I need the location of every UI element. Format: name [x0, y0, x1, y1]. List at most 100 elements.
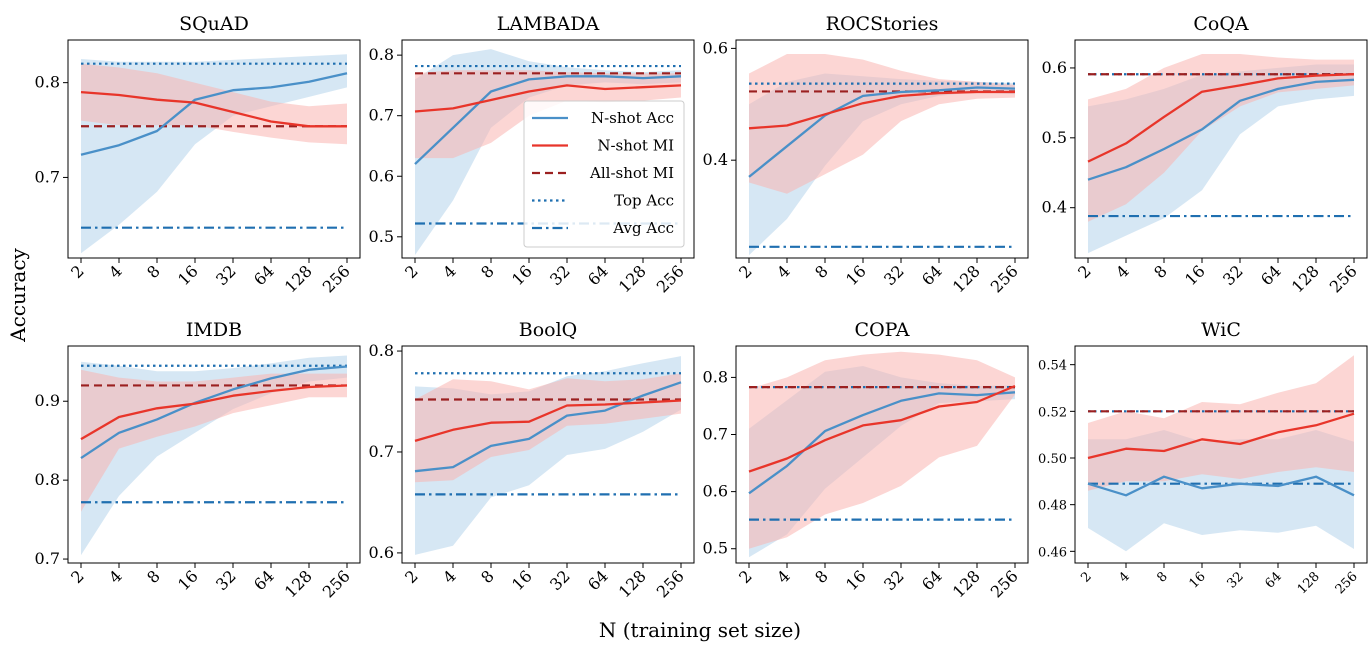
ytick-label: 0.6 — [369, 166, 394, 185]
ytick-label: 0.8 — [369, 341, 394, 360]
xtick-label: 256 — [987, 566, 1022, 601]
ytick-label: 0.6 — [703, 482, 728, 501]
nshot-mi-line — [80, 384, 348, 441]
ytick-label: 0.8 — [35, 73, 60, 92]
legend-label-allmi: All-shot MI — [589, 164, 674, 182]
nshot-acc-line — [748, 86, 1016, 178]
xtick-label: 64 — [584, 566, 612, 594]
xtick-label: 128 — [615, 566, 650, 601]
panel-title: WiC — [1201, 319, 1241, 341]
xtick-label: 32 — [1219, 261, 1247, 289]
plot-area — [80, 54, 348, 254]
figure-ylabel: Accuracy — [6, 247, 30, 342]
ytick-label: 0.7 — [369, 106, 394, 125]
xtick-label: 8 — [811, 261, 832, 282]
nshot-mi-line — [80, 90, 347, 128]
xtick-label: 16 — [1181, 261, 1209, 289]
xtick-label: 16 — [842, 261, 870, 289]
axes-frame — [401, 39, 695, 259]
xtick-label: 64 — [1263, 569, 1285, 591]
panel-coqa: CoQA 0.4 0.5 0.6 2 4 8 16 32 64 128 256 — [1042, 13, 1368, 296]
xtick-label: 128 — [949, 566, 984, 601]
panel-wic: WiC 0.46 0.48 0.50 0.52 0.54 2 4 8 16 32 64 128 256 — [1038, 319, 1368, 597]
axes-frame — [735, 39, 1029, 259]
xtick-label: 4 — [773, 566, 794, 587]
plot-area — [1087, 355, 1355, 552]
xtick-label: 2 — [735, 566, 756, 587]
legend-label-avg: Avg Acc — [612, 219, 674, 237]
xtick-label: 4 — [105, 261, 126, 282]
xtick-label: 64 — [250, 566, 278, 594]
xtick-label: 32 — [1225, 569, 1247, 591]
axes-frame — [67, 39, 361, 259]
figure-xlabel: N (training set size) — [599, 618, 801, 642]
xtick-label: 4 — [1112, 261, 1133, 282]
nshot-acc-line — [80, 72, 348, 156]
xtick-label: 4 — [439, 261, 460, 282]
xtick-label: 32 — [212, 261, 240, 289]
ytick-label: 0.8 — [703, 367, 728, 386]
nshot-mi-line — [1087, 412, 1355, 460]
xtick-label: 256 — [319, 566, 354, 601]
xtick-label: 128 — [281, 566, 316, 601]
xtick-label: 256 — [1333, 569, 1361, 597]
nshot-mi-line — [414, 399, 682, 443]
xtick-label: 16 — [1187, 569, 1209, 591]
xtick-label: 256 — [319, 261, 354, 296]
xtick-label: 16 — [508, 566, 536, 594]
legend-label-nmi: N-shot MI — [597, 137, 674, 155]
axes-frame — [1074, 345, 1368, 564]
xtick-label: 8 — [1150, 261, 1171, 282]
panel-boolq: BoolQ 0.6 0.7 0.8 2 4 8 16 32 64 128 256 — [369, 319, 695, 601]
nshot-mi-band — [1088, 54, 1354, 222]
legend-label-top: Top Acc — [614, 192, 674, 210]
axes-frame — [1074, 39, 1368, 259]
axes-frame — [735, 345, 1029, 564]
xtick-label: 32 — [546, 261, 574, 289]
xtick-label: 256 — [653, 261, 688, 296]
xtick-label: 4 — [773, 261, 794, 282]
xtick-label: 32 — [212, 566, 240, 594]
axes-frame — [401, 345, 695, 564]
xtick-label: 4 — [439, 566, 460, 587]
xtick-label: 32 — [880, 261, 908, 289]
ytick-label: 0.5 — [703, 539, 728, 558]
panel-title: SQuAD — [179, 13, 249, 35]
ytick-label: 0.7 — [703, 425, 728, 444]
ytick-label: 0.6 — [369, 543, 394, 562]
ytick-label: 0.8 — [369, 45, 394, 64]
xtick-label: 16 — [174, 566, 202, 594]
plot-area — [748, 54, 1016, 256]
xtick-label: 2 — [1074, 261, 1095, 282]
xtick-label: 64 — [584, 261, 612, 289]
nshot-mi-line — [748, 90, 1015, 130]
nshot-mi-band — [81, 63, 347, 145]
axes-frame — [67, 345, 361, 564]
plot-area — [80, 355, 348, 556]
ytick-label: 0.7 — [35, 549, 60, 568]
xtick-label: 64 — [250, 261, 278, 289]
xtick-label: 2 — [67, 261, 88, 282]
ytick-label: 0.7 — [369, 442, 394, 461]
panel-title: LAMBADA — [497, 13, 600, 35]
panel-title: COPA — [855, 319, 910, 341]
xtick-label: 2 — [735, 261, 756, 282]
nshot-acc-line — [748, 391, 1016, 495]
panel-title: CoQA — [1193, 13, 1249, 35]
nshot-mi-band — [415, 70, 681, 159]
nshot-mi-line — [748, 384, 1016, 473]
plot-area — [748, 351, 1016, 558]
panel-imdb: IMDB 0.7 0.8 0.9 2 4 8 16 32 64 128 256 — [35, 319, 361, 601]
legend-label-nacc: N-shot Acc — [591, 109, 674, 127]
xtick-label: 2 — [401, 261, 422, 282]
xtick-label: 64 — [918, 261, 946, 289]
xtick-label: 8 — [143, 261, 164, 282]
ytick-label: 0.5 — [369, 227, 394, 246]
xtick-label: 128 — [281, 261, 316, 296]
panel-title: BoolQ — [519, 319, 578, 341]
xtick-label: 128 — [1288, 261, 1323, 296]
xtick-label: 256 — [987, 261, 1022, 296]
ytick-label: 0.46 — [1038, 545, 1067, 560]
legend: N-shot Acc N-shot MI All-shot MI Top Acc Avg… — [523, 100, 685, 248]
